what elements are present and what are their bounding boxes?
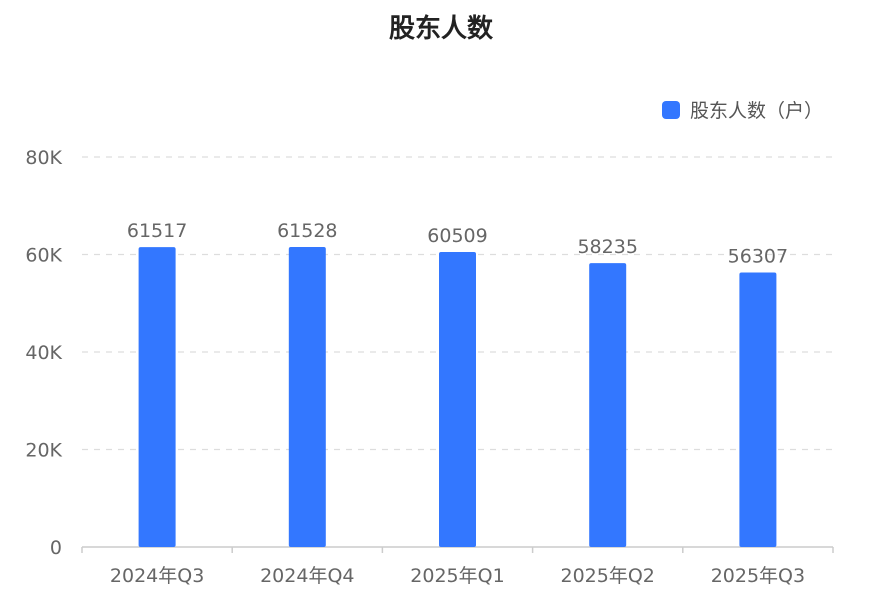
x-tick-label: 2024年Q3 [110,565,204,587]
x-tick-label: 2025年Q2 [560,565,654,587]
bar [439,252,476,548]
data-label: 58235 [577,236,637,258]
legend[interactable]: 股东人数（户） [662,96,823,123]
bar [288,247,326,547]
data-label: 61528 [277,220,337,242]
y-tick-label: 80K [25,147,62,169]
chart-title: 股东人数 [388,14,493,44]
y-tick-label: 40K [25,342,62,364]
legend-swatch [662,100,680,119]
legend-label: 股东人数（户） [690,100,824,122]
data-label: 56307 [728,246,788,268]
x-tick-label: 2024年Q4 [260,565,354,587]
y-tick-label: 20K [25,440,62,462]
bar [739,272,777,547]
bar [138,247,176,548]
y-tick-label: 0 [50,537,62,559]
x-tick-label: 2025年Q3 [711,565,805,587]
data-label: 60509 [427,225,487,247]
data-label: 61517 [127,220,187,242]
y-tick-label: 60K [25,245,62,267]
bar [589,263,627,547]
x-tick-label: 2025年Q1 [410,565,504,587]
